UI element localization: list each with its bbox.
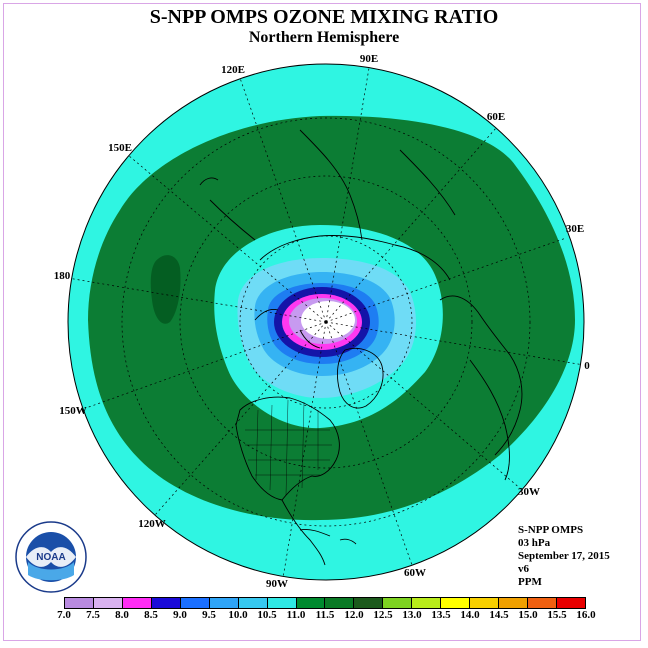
info-date: September 17, 2015 [518, 550, 610, 562]
colorbar-swatch [441, 598, 471, 608]
colorbar-swatch [470, 598, 500, 608]
colorbar-tick-label: 8.0 [115, 609, 129, 621]
colorbar-swatch [528, 598, 557, 608]
colorbar-swatch [383, 598, 413, 608]
colorbar-swatch [499, 598, 528, 608]
colorbar-tick-label: 10.5 [257, 609, 277, 621]
noaa-logo: NOAA [15, 521, 87, 593]
lon-label-120e: 120E [221, 64, 245, 76]
map-boundary [67, 63, 585, 581]
colorbar-swatch [180, 598, 210, 608]
info-level: 03 hPa [518, 537, 551, 549]
colorbar-tick-label: 11.5 [315, 609, 335, 621]
colorbar-tick-label: 7.5 [86, 609, 100, 621]
lon-label-30w: 30W [518, 486, 540, 498]
plot-frame [3, 3, 641, 641]
info-instrument: S-NPP OMPS [518, 524, 584, 536]
us-state-lines [245, 399, 332, 496]
colorbar-tick-label: 15.5 [547, 609, 567, 621]
info-version: v6 [518, 563, 529, 575]
coastlines [199, 129, 523, 566]
colorbar-tick-label: 15.0 [518, 609, 538, 621]
colorbar-tick-label: 13.5 [431, 609, 451, 621]
lon-label-30e: 30E [566, 223, 584, 235]
colorbar-swatch [354, 598, 384, 608]
colorbar-tick-label: 14.0 [460, 609, 480, 621]
colorbar-swatch [556, 598, 585, 608]
lon-label-150w: 150W [59, 405, 87, 417]
colorbar-tick-label: 7.0 [57, 609, 71, 621]
colorbar-tick-label: 14.5 [489, 609, 509, 621]
colorbar-ticks: 7.0 7.5 8.0 8.5 9.0 9.5 10.0 10.5 11.0 11.5 12.0 12… [0, 609, 648, 625]
lon-label-0: 0 [584, 360, 590, 372]
ozone-region-white-center [301, 301, 355, 339]
lon-label-120w: 120W [138, 518, 166, 530]
colorbar-swatch [122, 598, 152, 608]
lon-label-150e: 150E [108, 142, 132, 154]
colorbar-tick-label: 13.0 [402, 609, 422, 621]
colorbar-tick-label: 12.5 [373, 609, 393, 621]
map-subtitle: Northern Hemisphere [248, 29, 400, 46]
colorbar-tick-label: 9.0 [173, 609, 187, 621]
colorbar-swatch [209, 598, 239, 608]
lon-label-60e: 60E [487, 111, 505, 123]
colorbar-tick-label: 10.0 [228, 609, 248, 621]
colorbar-swatch [238, 598, 268, 608]
colorbar-tick-label: 12.0 [344, 609, 364, 621]
info-units: PPM [518, 576, 542, 588]
colorbar-swatch [296, 598, 326, 608]
colorbar-tick-label: 11.0 [286, 609, 306, 621]
map-title: S-NPP OMPS OZONE MIXING RATIO [149, 6, 499, 28]
colorbar-swatch [93, 598, 123, 608]
noaa-logo-text: NOAA [36, 552, 65, 563]
colorbar-tick-label: 16.0 [576, 609, 596, 621]
colorbar [64, 597, 586, 609]
colorbar-swatch [65, 598, 94, 608]
colorbar-swatch [325, 598, 355, 608]
colorbar-swatch [267, 598, 297, 608]
lon-label-180: 180 [54, 270, 71, 282]
graticule [68, 67, 584, 579]
colorbar-tick-label: 9.5 [202, 609, 216, 621]
lon-label-90w: 90W [266, 578, 288, 590]
colorbar-swatch [151, 598, 181, 608]
ozone-region-dark-green-patch [150, 255, 181, 324]
lon-label-90e: 90E [360, 53, 378, 65]
info-block: S-NPP OMPS 03 hPa September 17, 2015 v6 … [518, 524, 610, 589]
colorbar-tick-label: 8.5 [144, 609, 158, 621]
lon-label-60w: 60W [404, 567, 426, 579]
colorbar-swatch [412, 598, 442, 608]
